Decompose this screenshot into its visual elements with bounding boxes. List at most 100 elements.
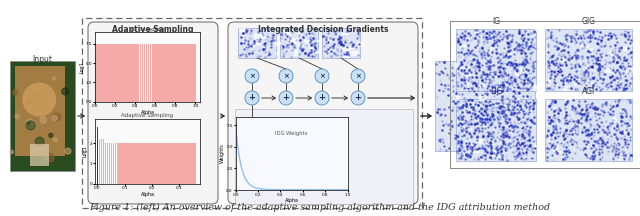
Circle shape	[23, 83, 56, 116]
FancyBboxPatch shape	[337, 25, 342, 28]
Bar	[193, 44, 194, 102]
Circle shape	[35, 97, 40, 102]
Bar	[133, 44, 135, 102]
FancyBboxPatch shape	[263, 35, 267, 38]
Bar	[107, 44, 109, 102]
FancyBboxPatch shape	[618, 156, 621, 161]
FancyBboxPatch shape	[15, 66, 65, 156]
FancyBboxPatch shape	[10, 61, 75, 171]
Circle shape	[52, 116, 57, 121]
FancyBboxPatch shape	[547, 100, 549, 105]
FancyBboxPatch shape	[317, 40, 322, 42]
FancyBboxPatch shape	[509, 132, 512, 134]
Bar	[160, 44, 162, 102]
FancyBboxPatch shape	[626, 67, 633, 73]
Text: Adaptive Sampling: Adaptive Sampling	[112, 25, 194, 35]
FancyBboxPatch shape	[29, 144, 49, 166]
Circle shape	[28, 100, 31, 103]
FancyBboxPatch shape	[456, 96, 460, 101]
FancyBboxPatch shape	[497, 138, 500, 144]
Bar	[195, 44, 196, 102]
FancyBboxPatch shape	[88, 22, 218, 204]
Title: IG Sampling: IG Sampling	[131, 27, 164, 32]
Circle shape	[40, 117, 47, 123]
FancyBboxPatch shape	[280, 28, 318, 58]
Bar	[100, 139, 102, 184]
Circle shape	[315, 91, 329, 105]
FancyBboxPatch shape	[456, 121, 463, 125]
FancyBboxPatch shape	[275, 42, 282, 46]
FancyBboxPatch shape	[294, 50, 298, 56]
FancyBboxPatch shape	[479, 96, 486, 102]
Circle shape	[13, 90, 18, 95]
Bar	[134, 143, 136, 184]
FancyBboxPatch shape	[435, 61, 535, 151]
Bar	[178, 44, 180, 102]
FancyBboxPatch shape	[559, 57, 564, 62]
Bar	[170, 143, 172, 184]
FancyBboxPatch shape	[574, 82, 579, 86]
FancyBboxPatch shape	[548, 77, 551, 83]
Bar	[148, 143, 150, 184]
Text: +: +	[355, 94, 362, 103]
Bar	[164, 44, 166, 102]
Bar	[129, 143, 130, 184]
FancyBboxPatch shape	[473, 103, 480, 106]
Bar	[186, 143, 188, 184]
Circle shape	[351, 91, 365, 105]
FancyBboxPatch shape	[554, 124, 556, 129]
FancyBboxPatch shape	[605, 68, 612, 73]
Bar	[118, 143, 120, 184]
FancyBboxPatch shape	[350, 51, 356, 56]
FancyBboxPatch shape	[235, 109, 413, 204]
Bar	[138, 44, 140, 102]
Text: ×: ×	[249, 73, 255, 79]
Bar	[164, 143, 166, 184]
FancyBboxPatch shape	[460, 44, 467, 48]
FancyBboxPatch shape	[243, 33, 245, 39]
Bar	[140, 44, 141, 102]
FancyBboxPatch shape	[478, 84, 485, 87]
Bar	[160, 143, 162, 184]
Bar	[141, 44, 143, 102]
Text: AGI: AGI	[582, 87, 595, 96]
FancyBboxPatch shape	[482, 100, 489, 105]
FancyBboxPatch shape	[469, 145, 476, 148]
Bar	[182, 44, 184, 102]
Text: Figure 1: (left) An overview of the adaptive sampling algorithm and the IDG attr: Figure 1: (left) An overview of the adap…	[90, 203, 550, 212]
Bar	[109, 143, 110, 184]
FancyBboxPatch shape	[554, 107, 559, 111]
Bar	[131, 44, 133, 102]
FancyBboxPatch shape	[342, 48, 349, 51]
FancyBboxPatch shape	[228, 22, 418, 204]
Circle shape	[53, 138, 57, 141]
Bar	[166, 44, 168, 102]
Bar	[146, 44, 147, 102]
FancyBboxPatch shape	[327, 49, 335, 52]
Bar	[104, 143, 106, 184]
Bar	[119, 44, 121, 102]
FancyBboxPatch shape	[263, 48, 268, 50]
Text: +: +	[319, 94, 326, 103]
FancyBboxPatch shape	[342, 33, 349, 35]
Bar	[184, 143, 186, 184]
Bar	[124, 143, 126, 184]
FancyBboxPatch shape	[476, 140, 479, 142]
X-axis label: Alpha: Alpha	[285, 198, 298, 203]
FancyBboxPatch shape	[572, 99, 575, 103]
Bar	[147, 143, 148, 184]
FancyBboxPatch shape	[334, 26, 339, 29]
FancyBboxPatch shape	[297, 44, 303, 47]
FancyBboxPatch shape	[534, 145, 541, 150]
Bar	[152, 143, 154, 184]
FancyBboxPatch shape	[557, 151, 562, 154]
FancyBboxPatch shape	[252, 43, 258, 45]
FancyBboxPatch shape	[288, 42, 296, 44]
FancyBboxPatch shape	[309, 46, 315, 49]
Circle shape	[351, 69, 365, 83]
FancyBboxPatch shape	[518, 129, 524, 131]
FancyBboxPatch shape	[518, 67, 522, 72]
Bar	[182, 143, 184, 184]
FancyBboxPatch shape	[625, 130, 630, 133]
Circle shape	[28, 122, 29, 124]
